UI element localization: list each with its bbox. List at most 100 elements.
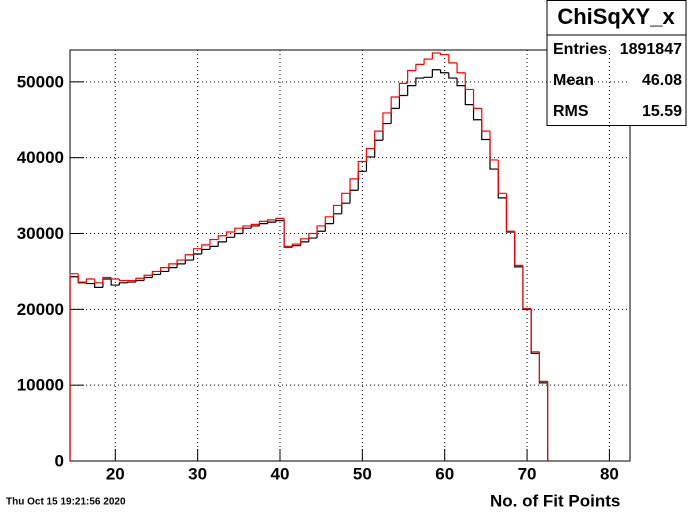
histogram-bin: [497, 159, 507, 194]
histogram-bin: [382, 122, 392, 141]
x-tick-label: 60: [435, 464, 454, 483]
histogram-bin: [505, 193, 515, 232]
histogram-bin: [538, 351, 549, 461]
histogram-bin: [118, 279, 128, 282]
histogram-bin: [308, 232, 318, 239]
histogram-bin: [275, 217, 285, 220]
histogram-bin: [349, 189, 359, 204]
histogram-bin: [135, 279, 145, 283]
histogram-bin: [267, 219, 276, 222]
histogram-bin: [151, 273, 161, 278]
histogram-bin: [143, 276, 153, 281]
histogram-bin: [94, 279, 103, 284]
histogram-bin: [151, 270, 161, 276]
histogram-bin: [324, 216, 334, 226]
histogram-bin: [110, 279, 120, 286]
histogram-bin: [176, 259, 186, 264]
histogram-bin: [431, 52, 441, 60]
histogram-bin: [324, 223, 334, 232]
y-tick-label: 40000: [17, 148, 64, 167]
histogram-bin: [514, 231, 523, 266]
stats-value: 46.08: [642, 72, 682, 89]
histogram-bin: [102, 278, 112, 288]
histogram-bin: [398, 94, 408, 109]
histogram-bin: [522, 265, 532, 310]
stats-box: ChiSqXY_x: [546, 0, 687, 126]
histogram-bin: [489, 139, 499, 170]
x-tick-label: 40: [271, 464, 290, 483]
histogram-bin: [94, 283, 103, 288]
histogram-bin: [299, 241, 309, 246]
histogram-bin: [118, 282, 128, 286]
histogram-bin: [242, 227, 252, 234]
histogram-bin: [407, 85, 416, 96]
histogram-bin: [357, 160, 367, 179]
histogram-bin: [168, 263, 178, 268]
y-tick-label: 20000: [17, 300, 64, 319]
histogram-bin: [192, 248, 202, 255]
histogram-bin: [341, 192, 350, 206]
y-tick-label: 0: [55, 451, 64, 470]
histogram-bin: [374, 139, 383, 157]
histogram-bin: [143, 274, 153, 279]
histogram-bin: [316, 230, 326, 239]
histogram-bin: [464, 72, 474, 91]
histogram-bin: [159, 267, 169, 272]
histogram-bin: [530, 309, 540, 354]
histogram-bin: [225, 236, 235, 242]
histogram-bin: [275, 220, 285, 223]
histogram-bin: [225, 231, 235, 236]
stats-label: Mean: [553, 72, 594, 89]
histogram-bin: [415, 63, 425, 71]
histogram-bin: [267, 221, 276, 224]
histogram-bin: [299, 238, 309, 245]
x-tick-label: 50: [353, 464, 372, 483]
histogram-bin: [77, 273, 87, 283]
histogram-bin: [217, 235, 227, 240]
stats-value: 15.59: [642, 103, 682, 120]
histogram-bin: [481, 108, 490, 132]
histogram-bin: [250, 223, 260, 226]
histogram-bin: [234, 232, 243, 238]
histogram-bin: [184, 254, 194, 261]
histogram-bin: [390, 107, 400, 124]
x-tick-label: 70: [518, 464, 537, 483]
histogram-bin: [439, 69, 449, 74]
x-tick-label: 20: [106, 464, 125, 483]
histogram-bin: [176, 263, 186, 268]
histogram-bin: [258, 220, 268, 225]
histogram-bin: [439, 53, 449, 56]
histogram-bin: [242, 225, 252, 229]
histogram-bin: [374, 130, 383, 149]
histogram-bin: [209, 238, 219, 245]
y-tick-label: 50000: [17, 72, 64, 91]
histogram-bin: [127, 281, 136, 283]
histogram-bin: [349, 178, 359, 194]
date-stamp: Thu Oct 15 19:21:56 2020: [6, 497, 126, 508]
histogram-bin: [332, 204, 342, 217]
histogram-bin: [135, 277, 145, 281]
histogram-bin: [332, 213, 342, 224]
plot-frame: [69, 49, 631, 462]
stats-label: RMS: [553, 103, 589, 120]
histogram-bin: [472, 104, 482, 121]
histogram-bin: [415, 77, 425, 86]
histogram-bin: [481, 119, 490, 141]
histogram-bin: [159, 270, 169, 275]
histogram-bin: [217, 241, 227, 247]
histogram-bin: [505, 197, 515, 233]
histogram-bin: [110, 277, 120, 280]
histogram-bin: [69, 276, 79, 461]
histogram-bin: [308, 237, 318, 242]
histogram-bin: [201, 244, 210, 249]
histogram-bin: [456, 62, 466, 74]
histogram-bin: [382, 112, 392, 132]
histogram-bin: [234, 227, 243, 232]
histogram-bin: [201, 248, 210, 254]
histogram-bin: [423, 58, 433, 65]
y-tick-label: 10000: [17, 376, 64, 395]
histogram-bin: [407, 69, 416, 84]
x-tick-label: 80: [600, 464, 619, 483]
histogram-bin: [514, 231, 523, 268]
